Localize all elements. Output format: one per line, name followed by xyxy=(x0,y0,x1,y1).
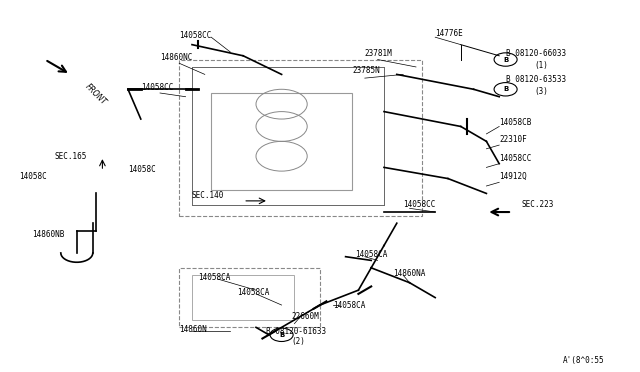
Text: 23785N: 23785N xyxy=(352,66,380,75)
Text: B: B xyxy=(503,57,508,62)
Text: 14860N: 14860N xyxy=(179,325,207,334)
Text: B 08120-61633: B 08120-61633 xyxy=(266,327,326,336)
Text: 14058CB: 14058CB xyxy=(499,118,532,127)
Text: 14058CC: 14058CC xyxy=(403,200,436,209)
Text: (3): (3) xyxy=(534,87,548,96)
Text: 14058CA: 14058CA xyxy=(355,250,388,259)
Text: 14058CA: 14058CA xyxy=(237,288,269,296)
Text: B: B xyxy=(279,332,284,338)
Text: A'(8^0:55: A'(8^0:55 xyxy=(563,356,605,365)
Text: SEC.223: SEC.223 xyxy=(522,200,554,209)
Text: 14860NB: 14860NB xyxy=(32,230,65,239)
Text: B 08120-66033: B 08120-66033 xyxy=(506,49,566,58)
Text: 14058CA: 14058CA xyxy=(198,273,231,282)
Text: B: B xyxy=(503,86,508,92)
Text: (1): (1) xyxy=(534,61,548,70)
Text: 14058CA: 14058CA xyxy=(333,301,365,310)
Text: 14860NA: 14860NA xyxy=(394,269,426,278)
Text: 14776E: 14776E xyxy=(435,29,463,38)
Text: 14058CC: 14058CC xyxy=(141,83,173,92)
Text: B 08120-63533: B 08120-63533 xyxy=(506,76,566,84)
Text: SEC.165: SEC.165 xyxy=(54,152,87,161)
Text: 14058CC: 14058CC xyxy=(179,31,212,40)
Text: 22310F: 22310F xyxy=(499,135,527,144)
Text: 14058CC: 14058CC xyxy=(499,154,532,163)
Text: 14912Q: 14912Q xyxy=(499,172,527,181)
Text: SEC.140: SEC.140 xyxy=(192,191,225,200)
Text: 23781M: 23781M xyxy=(365,49,392,58)
Text: 14860NC: 14860NC xyxy=(160,53,193,62)
Text: FRONT: FRONT xyxy=(83,82,108,107)
Text: 22660M: 22660M xyxy=(291,312,319,321)
Text: 14058C: 14058C xyxy=(128,165,156,174)
Text: (2): (2) xyxy=(291,337,305,346)
Text: 14058C: 14058C xyxy=(19,172,47,181)
